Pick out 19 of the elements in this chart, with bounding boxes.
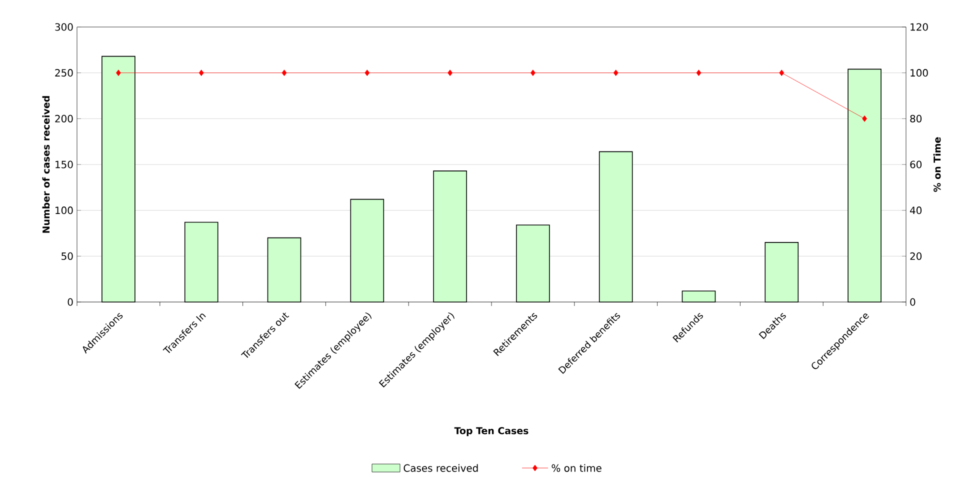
y2-tick-label: 0 xyxy=(910,298,916,306)
legend-label: % on time xyxy=(552,464,602,472)
y-tick-label: 0 xyxy=(68,298,73,306)
y-tick-label: 250 xyxy=(55,69,73,77)
y2-tick-label: 120 xyxy=(910,23,928,31)
y2-tick-label: 80 xyxy=(910,114,922,122)
y2-axis-title: % on Time xyxy=(933,137,941,192)
y2-tick-label: 40 xyxy=(910,206,922,214)
x-axis-title: Top Ten Cases xyxy=(454,427,528,436)
y-tick-label: 50 xyxy=(62,252,73,260)
y-tick-label: 200 xyxy=(55,114,73,122)
y-tick-label: 300 xyxy=(55,23,73,31)
y2-tick-label: 60 xyxy=(910,160,922,168)
y-tick-label: 100 xyxy=(56,206,73,214)
y2-tick-label: 100 xyxy=(910,69,928,77)
legend-label: Cases received xyxy=(404,464,478,472)
y2-tick-label: 20 xyxy=(910,252,922,260)
y-tick-label: 150 xyxy=(56,160,73,168)
y-axis-title: Number of cases received xyxy=(42,96,50,233)
